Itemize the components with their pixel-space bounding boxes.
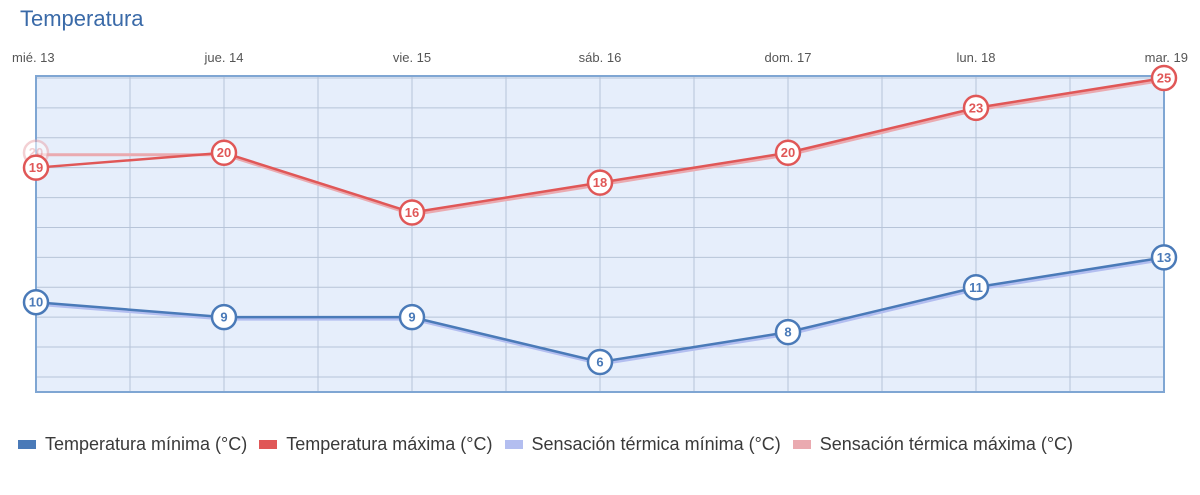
data-label-min-temp: 10 <box>29 295 43 310</box>
x-tick-label: vie. 15 <box>393 50 431 65</box>
x-tick-label: lun. 18 <box>956 50 995 65</box>
data-point-min-temp: 9 <box>210 303 238 331</box>
data-label-max-temp: 20 <box>217 145 231 160</box>
data-point-max-temp: 20 <box>210 139 238 166</box>
chart-title: Temperatura <box>20 6 144 31</box>
marker-max-temp <box>210 139 238 166</box>
chart-legend: Temperatura mínima (°C) Temperatura máxi… <box>18 434 1085 455</box>
data-label-max-temp: 20 <box>781 145 795 160</box>
marker-max-temp <box>1150 64 1178 92</box>
data-label-max-temp: 16 <box>405 205 419 220</box>
x-tick-label: jue. 14 <box>203 50 243 65</box>
data-point-max-temp: 19 <box>22 154 50 181</box>
data-label-max-temp: 25 <box>1157 71 1171 86</box>
x-tick-label: mar. 19 <box>1145 50 1188 65</box>
marker-min-temp <box>210 303 238 331</box>
marker-max-temp <box>962 94 990 122</box>
legend-swatch-max-temp <box>259 440 278 449</box>
data-point-min-temp: 10 <box>22 288 50 316</box>
data-point-max-temp: 23 <box>962 94 990 122</box>
marker-max-temp <box>774 139 802 166</box>
legend-label-min-feels: Sensación térmica mínima (°C) <box>531 434 781 454</box>
legend-item-min-feels[interactable]: Sensación térmica mínima (°C) <box>504 434 781 455</box>
marker-max-temp <box>22 154 50 181</box>
x-tick-label: mié. 13 <box>12 50 55 65</box>
data-point-max-temp: 20 <box>774 139 802 166</box>
data-point-min-temp: 6 <box>586 348 614 376</box>
data-point-max-temp: 16 <box>398 199 426 226</box>
legend-swatch-min-temp <box>18 440 36 449</box>
data-point-max-temp: 25 <box>1150 64 1178 92</box>
legend-swatch-min-feels <box>504 440 523 449</box>
legend-label-max-temp: Temperatura máxima (°C) <box>286 434 493 454</box>
marker-min-temp <box>774 318 802 346</box>
temperature-chart: mié. 13 jue. 14 vie. 15 sáb. 16 dom. 17 lun. … <box>12 50 1188 393</box>
marker-min-temp <box>962 274 990 301</box>
marker-min-temp <box>22 288 50 316</box>
x-tick-label: dom. 17 <box>765 50 812 65</box>
legend-item-max-feels[interactable]: Sensación térmica máxima (°C) <box>792 434 1074 455</box>
data-label-min-temp: 13 <box>1157 250 1171 265</box>
data-point-min-temp: 9 <box>398 303 426 331</box>
marker-min-temp <box>398 303 426 331</box>
marker-max-temp <box>586 169 614 196</box>
legend-label-min-temp: Temperatura mínima (°C) <box>45 434 248 454</box>
data-point-min-temp: 8 <box>774 318 802 346</box>
legend-label-max-feels: Sensación térmica máxima (°C) <box>819 434 1074 454</box>
marker-min-temp <box>586 348 614 376</box>
data-label-min-temp: 9 <box>408 310 415 325</box>
x-tick-label: sáb. 16 <box>579 50 622 65</box>
data-point-max-temp: 18 <box>586 169 614 196</box>
data-label-min-temp: 11 <box>969 280 983 295</box>
marker-max-temp <box>398 199 426 226</box>
data-label-min-temp: 9 <box>220 310 227 325</box>
marker-min-temp <box>1150 244 1178 271</box>
plot-border <box>35 75 1165 393</box>
data-label-max-temp: 18 <box>593 175 607 190</box>
data-label-max-temp: 23 <box>969 100 983 115</box>
data-label-max-temp: 19 <box>29 160 43 175</box>
data-point-min-temp: 13 <box>1150 244 1178 271</box>
data-label-min-temp: 8 <box>784 325 791 340</box>
data-point-min-temp: 11 <box>962 274 990 301</box>
legend-item-max-temp[interactable]: Temperatura máxima (°C) <box>259 434 493 455</box>
data-label-min-temp: 6 <box>596 355 603 370</box>
legend-item-min-temp[interactable]: Temperatura mínima (°C) <box>18 434 247 455</box>
legend-swatch-max-feels <box>792 440 811 449</box>
